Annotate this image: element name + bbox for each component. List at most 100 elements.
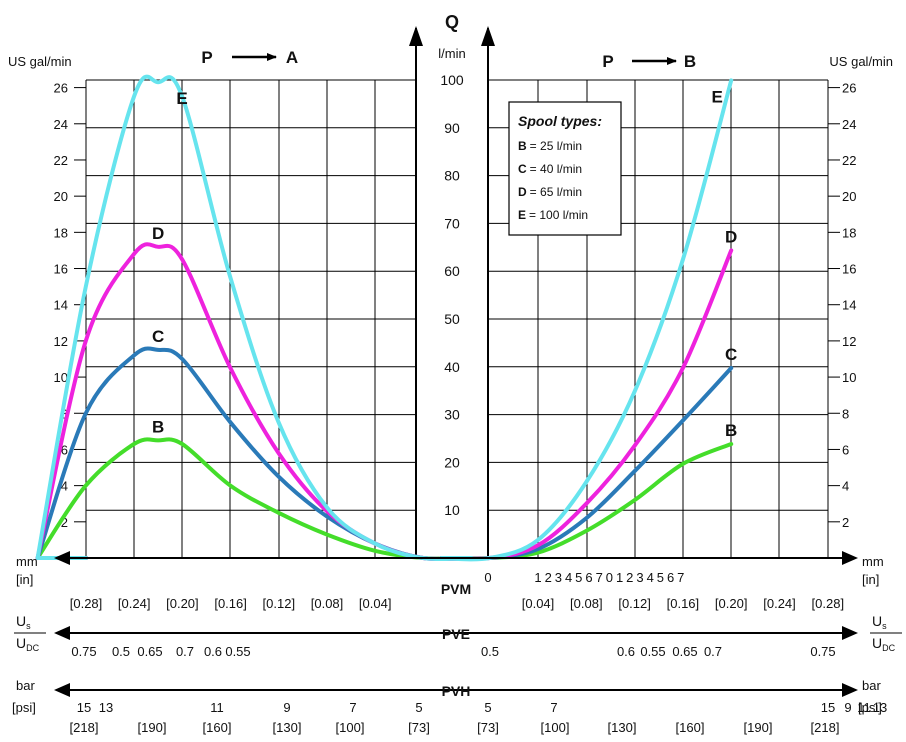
legend-item: C = 40 l/min (518, 162, 582, 176)
legend-item-text: = 100 l/min (529, 208, 588, 222)
pvh-left-bar-label: 7 (349, 700, 356, 715)
pvh-right-psi-label: [100] (541, 720, 570, 735)
legend-item-key: B (518, 139, 527, 153)
series-B-left-curve (35, 437, 474, 561)
series-label-left: D (152, 224, 164, 243)
pvm-center-label: 0 (484, 570, 491, 585)
right-gal-tick-label: 4 (842, 479, 849, 494)
pve-right-unit-bottom-sub: DC (882, 643, 895, 653)
pvm-left-in-label: [0.20] (166, 596, 199, 611)
pvm-right-in-label: [0.20] (715, 596, 748, 611)
series-label-right: B (725, 421, 737, 440)
series-label-right: D (725, 227, 737, 246)
direction-left-to: A (286, 48, 298, 67)
pvh-left-bar-label: 13 (99, 700, 113, 715)
left-gal-tick-label: 10 (54, 370, 68, 385)
left-gal-tick-label: 4 (61, 479, 68, 494)
pvh-left-unit: bar (16, 678, 35, 693)
pvh-left-bar-label: 15 (77, 700, 91, 715)
pvh-right-bar-label: 5 (484, 700, 491, 715)
pvm-axis-left-arrow-icon (54, 551, 70, 565)
pvm-mm-tick-label: 2 (545, 570, 552, 585)
q-axis-ticks: 10 20 30 40 50 60 70 80 90 100 (440, 72, 464, 518)
pvm-axis-right-arrow-icon (842, 551, 858, 565)
q-tick-label: 20 (444, 454, 460, 470)
pvm-left-in-label: [0.24] (118, 596, 151, 611)
right-gal-tick-label: 22 (842, 153, 856, 168)
pvh-label: PVH (442, 683, 471, 699)
pvm-right-in-label: [0.28] (812, 596, 845, 611)
left-gal-tick-label: 18 (54, 225, 68, 240)
pvh-left-psi-label: [100] (336, 720, 365, 735)
pve-right-tick-label: 0.7 (704, 644, 722, 659)
direction-right-to: B (684, 52, 696, 71)
right-gal-unit: US gal/min (829, 54, 893, 69)
legend-item: E = 100 l/min (518, 208, 588, 222)
legend-item-key: D (518, 185, 527, 199)
right-gal-tick-label: 6 (842, 442, 849, 457)
pve-right-tick-label: 0.75 (810, 644, 835, 659)
left-gal-tick-label: 16 (54, 262, 68, 277)
pvm-label: PVM (441, 581, 471, 597)
pvh-right-bar-label: 7 (550, 700, 557, 715)
pve-label: PVE (442, 626, 470, 642)
pve-right-unit-top: Us (872, 613, 887, 631)
q-axis-arrow-icon (409, 26, 423, 46)
q-tick-label: 80 (444, 168, 460, 184)
right-gal-tick-label: 16 (842, 262, 856, 277)
right-gal-tick-label: 12 (842, 334, 856, 349)
pvm-right-in-label: [0.08] (570, 596, 603, 611)
right-gal-tick-label: 8 (842, 406, 849, 421)
pvh-right-unit-alt: [psi] (858, 700, 882, 715)
series-C-left-curve (35, 346, 474, 562)
pve-right-unit-top-sub: s (882, 621, 887, 631)
q-axis-symbol: Q (445, 12, 459, 32)
pvm-right-in-label: [0.12] (618, 596, 651, 611)
direction-right-from: P (602, 52, 613, 71)
pve-right-unit-bottom: UDC (872, 635, 896, 653)
right-gal-tick-label: 18 (842, 225, 856, 240)
pve-left-tick-label: 0.5 (112, 644, 130, 659)
q-tick-label: 60 (444, 263, 460, 279)
pvm-mm-tick-label: 3 (636, 570, 643, 585)
pve-left-unit-top-sub: s (26, 621, 31, 631)
q-tick-label: 10 (444, 502, 460, 518)
series-curves (35, 74, 734, 562)
pvm-right-in-label: [0.16] (667, 596, 700, 611)
left-gal-tick-label: 6 (61, 442, 68, 457)
q-tick-label: 90 (444, 120, 460, 136)
pve-left-unit-bottom-sub: DC (26, 643, 39, 653)
right-gal-tick-label: 20 (842, 189, 856, 204)
legend-box (508, 101, 622, 236)
legend-item-key: E (518, 208, 526, 222)
pve-left-tick-label: 0.75 (71, 644, 96, 659)
pvm-right-in-label: [0.24] (763, 596, 796, 611)
pvh-left-psi-label: [130] (273, 720, 302, 735)
pve-right-tick-label: 0.5 (481, 644, 499, 659)
pvm-mm-tick-label: 2 (626, 570, 633, 585)
pvh-right-bar-label: 13 (873, 700, 887, 715)
pvh-right-psi-label: [190] (744, 720, 773, 735)
pvm-mm-tick-label: 0 (606, 570, 613, 585)
pvm-mm-tick-label: 4 (565, 570, 572, 585)
pve-right-unit-top-letter: U (872, 613, 882, 629)
pvm-mm-tick-label: 5 (657, 570, 664, 585)
q-tick-label: 50 (444, 311, 460, 327)
pvh-left-unit-alt: [psi] (12, 700, 36, 715)
pve-axis-right-arrow-icon (842, 626, 858, 640)
pvh-right-psi-label: [73] (477, 720, 499, 735)
legend-item-text: = 65 l/min (530, 185, 582, 199)
pvh-right-psi-label: [160] (676, 720, 705, 735)
pvm-right-unit: mm (862, 554, 884, 569)
pvh-left-bar-label: 11 (210, 700, 224, 715)
direction-left: P A (201, 48, 298, 67)
grid (85, 79, 829, 558)
pvh-right-bar-label: 11 (857, 700, 871, 715)
pvh-right-bar-label: 9 (844, 700, 851, 715)
